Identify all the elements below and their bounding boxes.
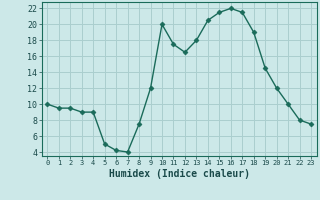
X-axis label: Humidex (Indice chaleur): Humidex (Indice chaleur) (109, 169, 250, 179)
